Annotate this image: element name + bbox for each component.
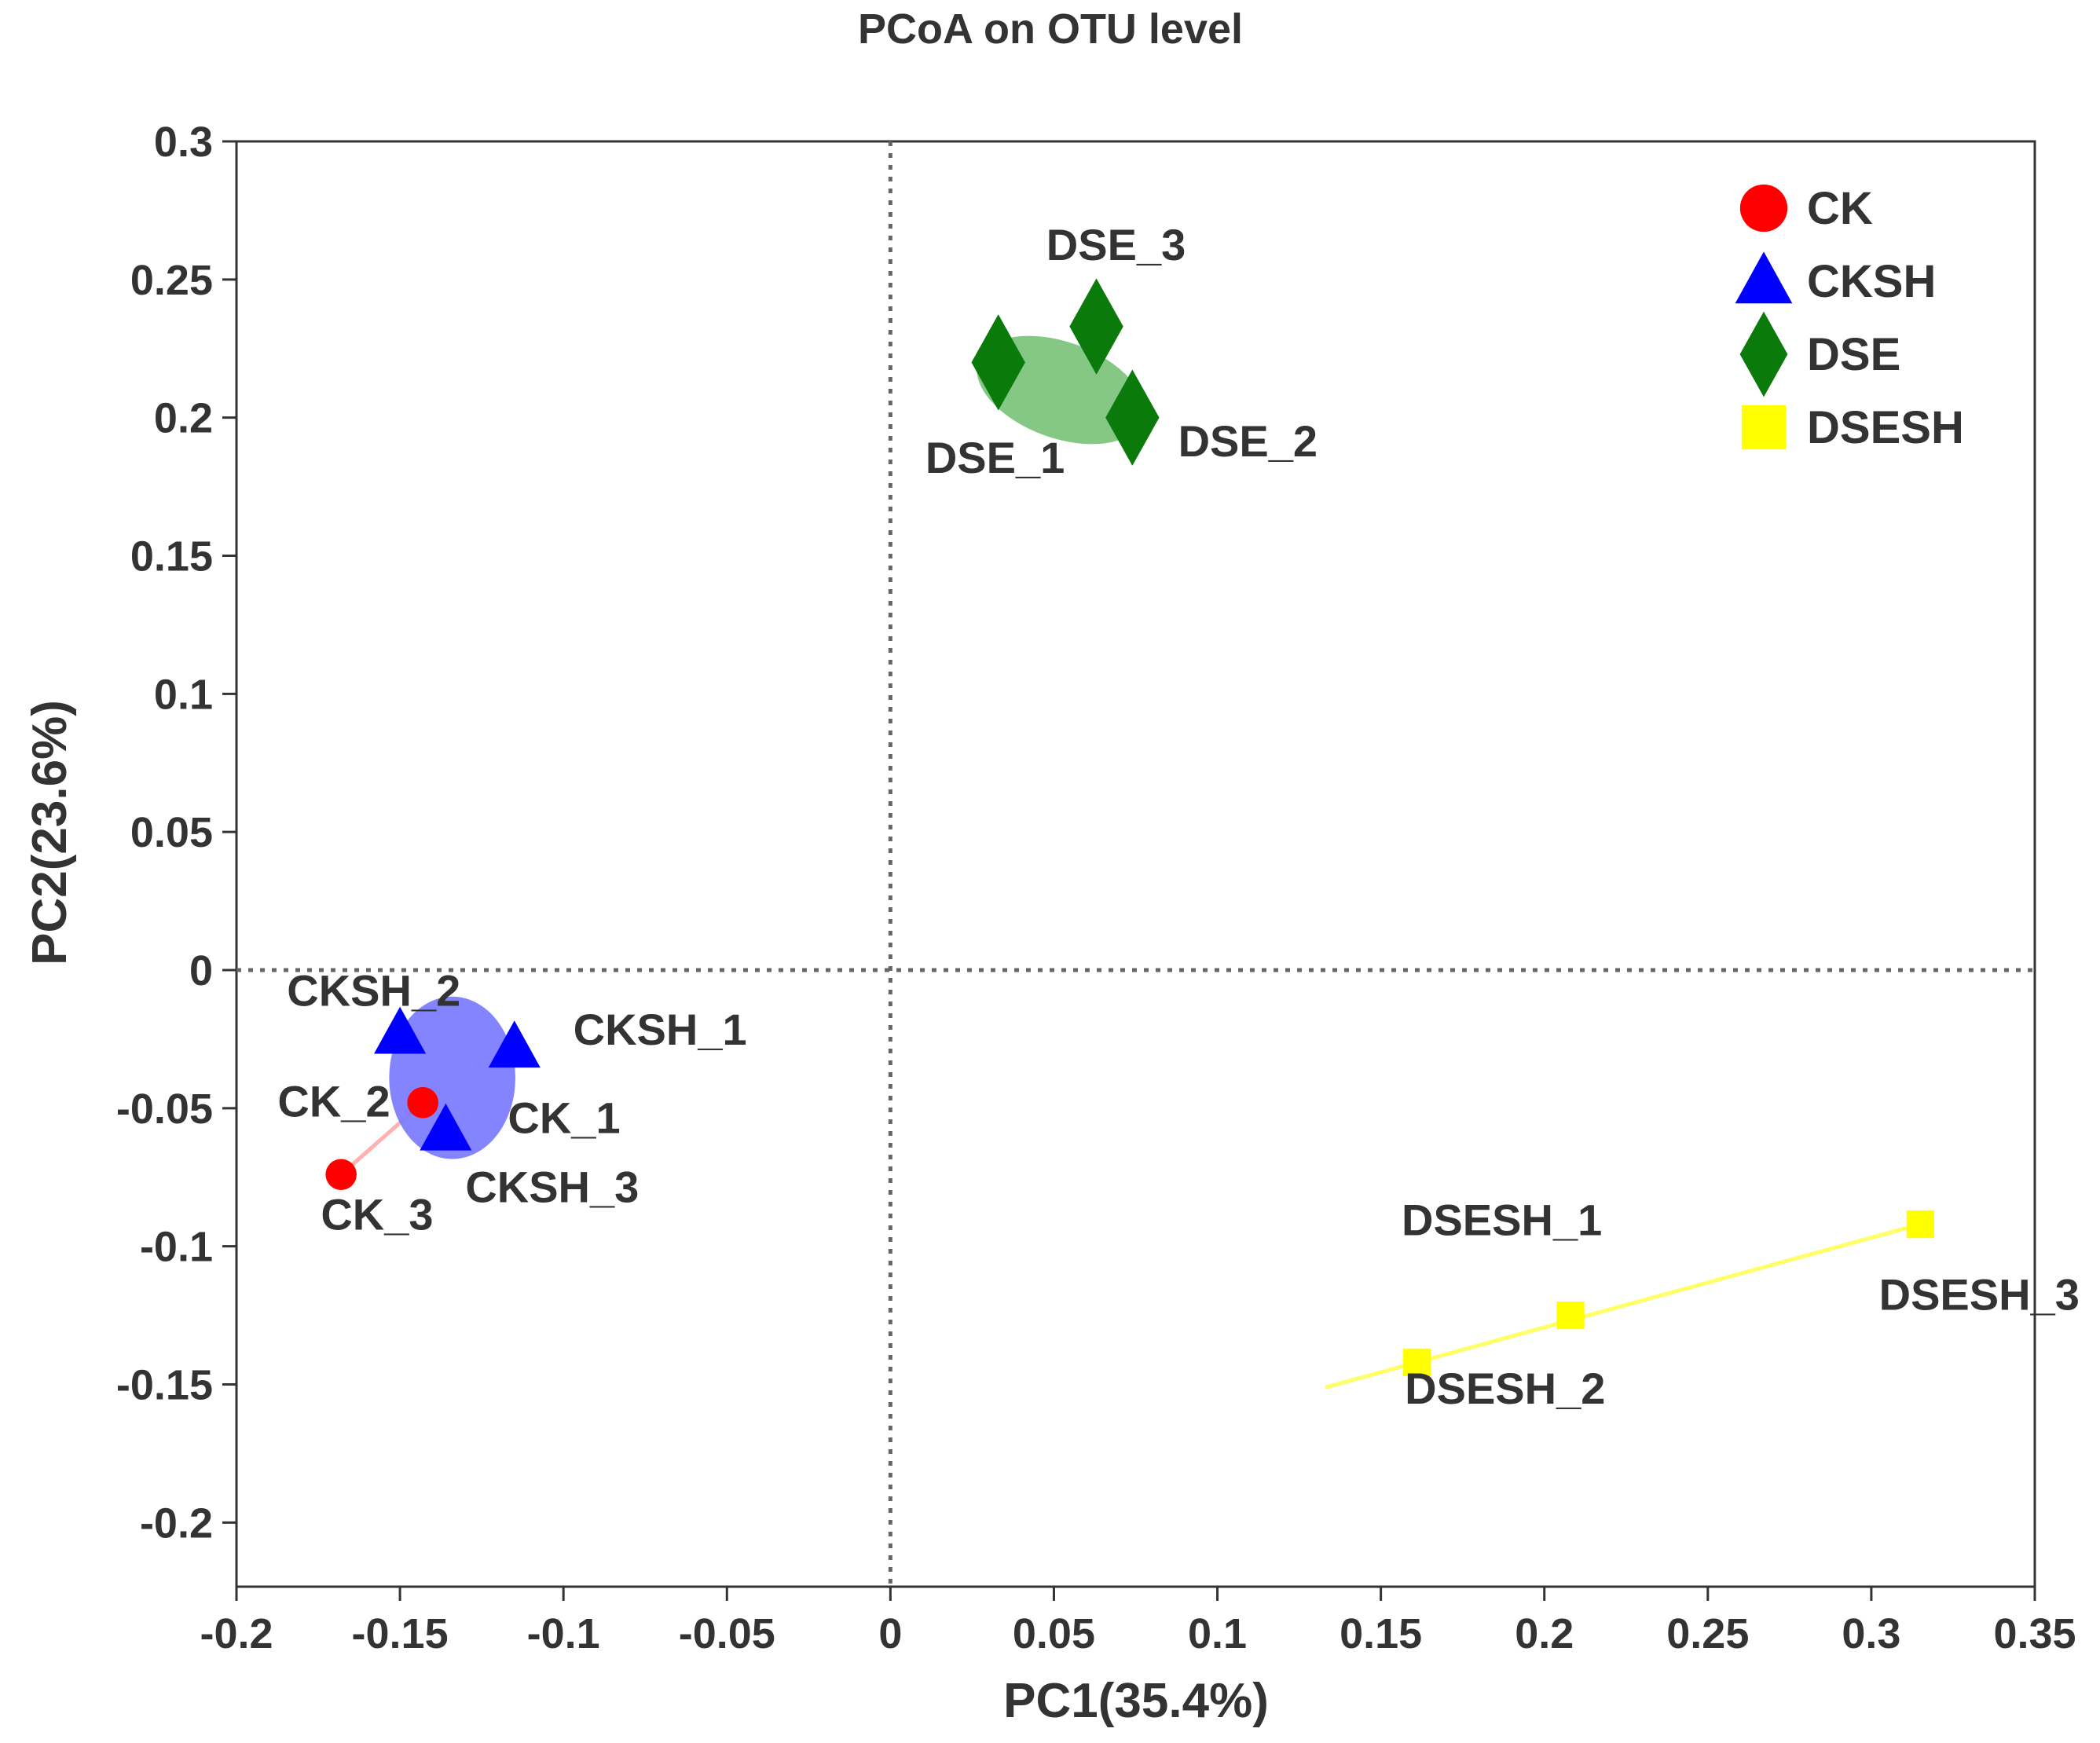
dsesh-point [1906, 1210, 1934, 1239]
y-tick-label: 0.3 [154, 119, 213, 166]
y-tick-label: -0.15 [116, 1362, 213, 1409]
y-tick-label: -0.2 [140, 1499, 213, 1547]
legend-label-ck: CK [1807, 183, 1873, 234]
point-label-ck-3: CK_3 [321, 1190, 433, 1240]
point-label-ck-2: CK_2 [277, 1076, 390, 1126]
cksh-point [374, 1006, 427, 1054]
y-tick-label: -0.1 [140, 1224, 213, 1271]
y-axis-title: PC2(23.6%) [23, 700, 77, 965]
y-tick-label: 0 [189, 947, 213, 994]
x-axis-title: PC1(35.4%) [1003, 1674, 1269, 1728]
y-tick-label: 0.1 [154, 671, 213, 718]
dsesh-point [1402, 1348, 1431, 1376]
y-tick-label: 0.05 [130, 809, 213, 856]
x-tick-label: -0.15 [352, 1610, 449, 1657]
point-label-dsesh-2: DSESH_2 [1405, 1364, 1605, 1413]
x-tick-label: 0.15 [1340, 1610, 1422, 1657]
dsesh-point [1556, 1301, 1585, 1330]
x-tick-label: 0.2 [1515, 1610, 1574, 1657]
legend-label-dsesh: DSESH [1807, 402, 1964, 453]
point-label-dse-1: DSE_1 [925, 433, 1065, 482]
dse-point [971, 314, 1025, 411]
legend-marker-cksh [1735, 251, 1793, 304]
cksh-confidence-ellipse [389, 996, 516, 1159]
dse-point [1069, 278, 1123, 375]
x-tick-label: 0 [878, 1610, 902, 1657]
x-tick-label: -0.1 [527, 1610, 600, 1657]
point-label-dsesh-3: DSESH_3 [1879, 1270, 2080, 1320]
y-tick-label: 0.2 [154, 395, 213, 442]
cksh-point [420, 1103, 472, 1151]
cksh-point [488, 1020, 541, 1068]
y-tick-label: -0.05 [116, 1086, 213, 1133]
point-label-cksh-2: CKSH_2 [287, 966, 460, 1016]
ck-point [407, 1087, 438, 1119]
point-label-dse-3: DSE_3 [1046, 220, 1186, 269]
legend-marker-dsesh [1741, 405, 1787, 450]
legend-marker-ck [1739, 184, 1788, 233]
point-label-cksh-1: CKSH_1 [574, 1005, 747, 1054]
point-label-dse-2: DSE_2 [1178, 416, 1318, 466]
x-tick-label: 0.1 [1188, 1610, 1247, 1657]
ck-point [325, 1159, 357, 1190]
legend-marker-dse [1739, 311, 1788, 397]
x-tick-label: 0.05 [1013, 1610, 1095, 1657]
dse-point [1105, 369, 1160, 466]
y-tick-label: 0.15 [130, 533, 213, 580]
plot-frame [235, 140, 2036, 1588]
point-label-ck-1: CK_1 [508, 1093, 620, 1142]
x-tick-label: 0.3 [1842, 1610, 1900, 1657]
y-tick-label: 0.25 [130, 257, 213, 304]
chart-title: PCoA on OTU level [858, 5, 1243, 53]
plot-area: -0.2 -0.15 -0.1 -0.05 0 0.05 0.1 0.15 0.2 0.25 0.3… [116, 119, 2080, 1657]
x-tick-label: -0.05 [679, 1610, 775, 1657]
x-tick-label: 0.25 [1666, 1610, 1749, 1657]
legend-label-dse: DSE [1807, 329, 1900, 380]
point-label-cksh-3: CKSH_3 [465, 1162, 639, 1211]
x-tick-label: 0.35 [1993, 1610, 2076, 1657]
legend: CK CKSH DSE DSESH [1735, 183, 1964, 453]
legend-label-cksh: CKSH [1807, 256, 1936, 307]
point-label-dsesh-1: DSESH_1 [1402, 1196, 1602, 1245]
x-tick-label: -0.2 [200, 1610, 273, 1657]
